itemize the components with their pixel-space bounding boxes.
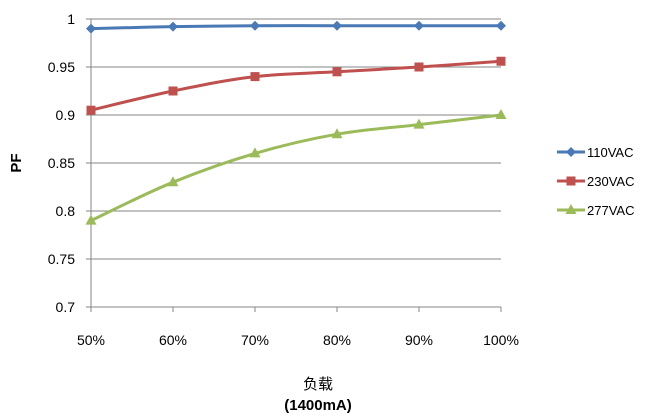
x-tick-label: 50%	[77, 332, 105, 348]
legend-marker	[566, 176, 576, 186]
series-line	[90, 24, 501, 31]
x-tick-label: 60%	[159, 332, 187, 348]
series-group	[85, 20, 507, 225]
data-point	[85, 214, 97, 225]
y-tick-label: 1	[67, 11, 75, 27]
y-tick-label: 0.75	[48, 251, 75, 267]
legend-label: 110VAC	[587, 145, 634, 160]
y-tick-label: 0.7	[56, 299, 76, 315]
y-tick-label: 0.9	[56, 107, 76, 123]
axes	[86, 18, 502, 312]
y-tick-label: 0.8	[56, 203, 76, 219]
x-tick-label: 70%	[241, 332, 269, 348]
y-tick-labels: 0.7 0.75 0.8 0.85 0.9 0.95 1	[48, 11, 75, 315]
data-point	[413, 118, 425, 129]
data-point	[414, 62, 424, 72]
data-point	[250, 20, 260, 31]
data-point	[167, 176, 179, 187]
legend-item-110VAC: 110VAC	[557, 145, 634, 160]
y-tick-label: 0.95	[48, 59, 75, 75]
data-point	[495, 109, 507, 119]
x-tick-label: 80%	[323, 332, 351, 348]
legend-item-230VAC: 230VAC	[557, 174, 634, 189]
data-point	[332, 67, 342, 77]
data-point	[168, 86, 178, 96]
data-point	[168, 21, 178, 32]
series-line	[90, 113, 502, 222]
data-point	[496, 20, 506, 31]
series-line	[90, 59, 502, 112]
grid	[91, 18, 501, 260]
legend-item-277VAC: 277VAC	[557, 203, 634, 218]
y-tick-label: 0.85	[48, 155, 75, 171]
data-point	[332, 20, 342, 31]
series-277VAC	[85, 109, 507, 225]
data-point	[86, 23, 96, 34]
series-230VAC	[86, 56, 506, 115]
legend-label: 230VAC	[587, 174, 634, 189]
data-point	[414, 20, 424, 31]
data-point	[249, 147, 261, 158]
legend-marker	[565, 204, 577, 214]
data-point	[331, 128, 343, 139]
x-tick-labels: 50% 60% 70% 80% 90% 100%	[77, 332, 519, 348]
x-tick-label: 100%	[483, 332, 519, 348]
series-110VAC	[86, 20, 506, 34]
x-axis-unit-label: (1400mA)	[284, 397, 352, 414]
data-point	[86, 105, 96, 115]
y-axis-label: PF	[8, 153, 25, 172]
legend-label: 277VAC	[587, 203, 634, 218]
legend-marker	[566, 147, 576, 157]
data-point	[250, 72, 260, 82]
x-axis-label: 负载	[303, 376, 333, 393]
data-point	[496, 56, 506, 66]
x-tick-label: 90%	[405, 332, 433, 348]
legend: 110VAC 230VAC 277VAC	[557, 145, 634, 218]
